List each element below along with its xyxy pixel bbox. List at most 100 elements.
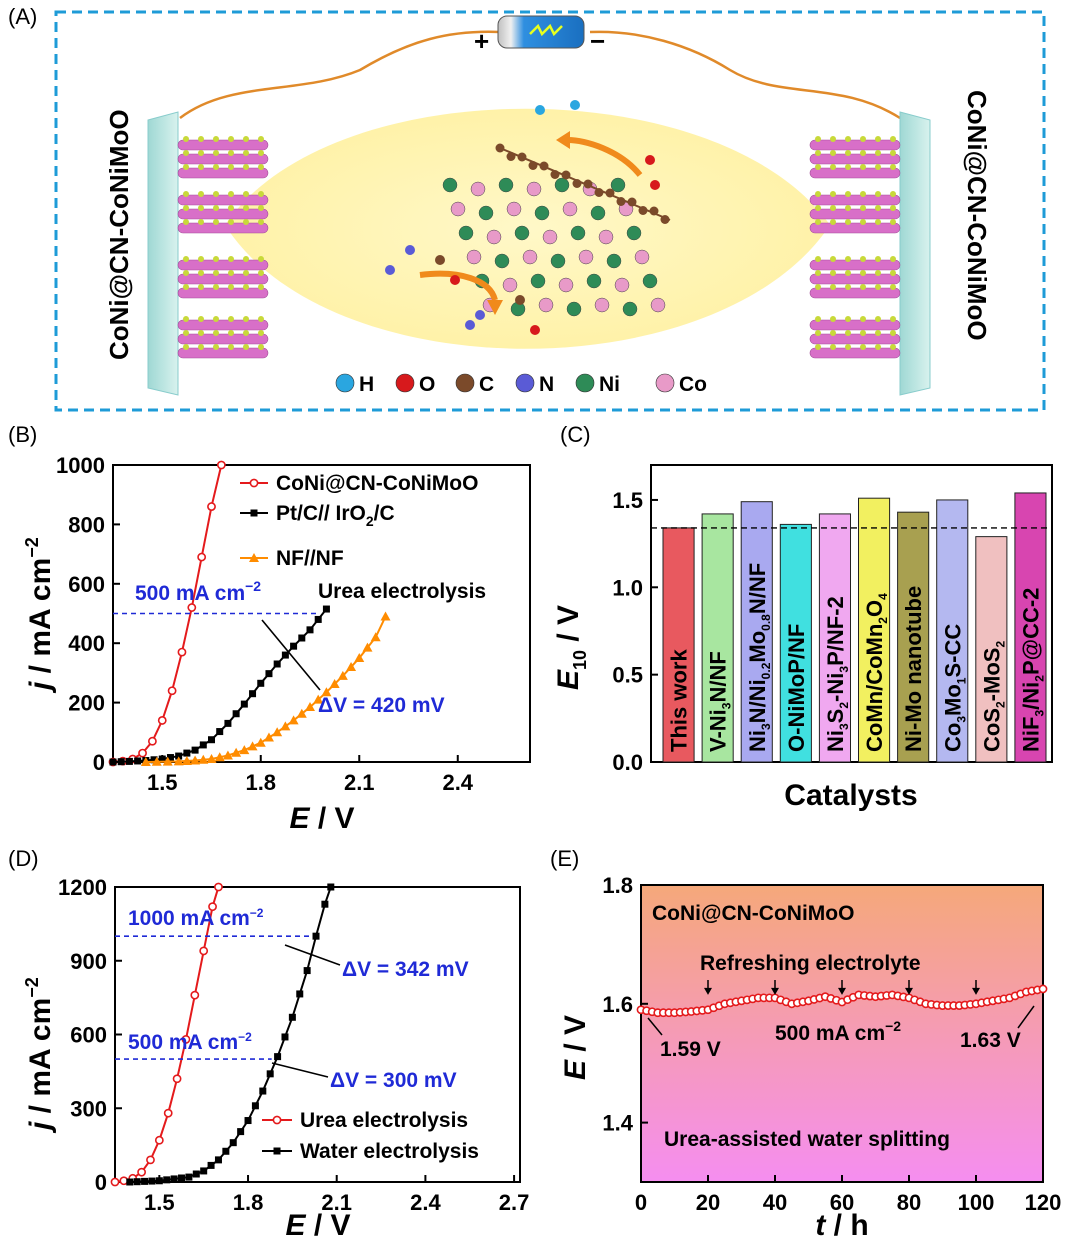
annotation-mode: Urea-assisted water splitting xyxy=(664,1128,950,1151)
data-point xyxy=(197,552,207,562)
nanoparticle xyxy=(815,330,821,336)
nanoparticle xyxy=(890,330,896,336)
y-tick-label: 1.6 xyxy=(602,992,633,1017)
data-point xyxy=(172,1074,182,1084)
nanorod xyxy=(177,259,269,271)
data-point xyxy=(280,721,291,731)
ni-atom xyxy=(478,205,494,221)
bar xyxy=(936,499,969,763)
data-point xyxy=(231,747,242,757)
atom-legend-label: O xyxy=(419,373,435,396)
nanorod xyxy=(177,347,269,359)
y-axis-label: E10 / V xyxy=(552,605,590,690)
data-point xyxy=(362,642,373,652)
nanoparticle xyxy=(890,164,896,170)
refresh-arrowhead xyxy=(771,987,779,995)
data-point xyxy=(240,700,248,708)
x-axis-label-unit: / V xyxy=(306,1209,351,1242)
nanoparticle xyxy=(213,284,219,290)
data-point xyxy=(313,694,324,704)
nanoparticle xyxy=(228,136,234,142)
nanorod xyxy=(809,319,901,331)
nanoparticle xyxy=(860,191,866,197)
data-point xyxy=(191,746,199,754)
data-point xyxy=(187,603,197,612)
y-axis-label-unit: / V xyxy=(559,1015,592,1060)
x-axis-label: E / V xyxy=(285,1209,350,1242)
data-point xyxy=(244,1117,252,1125)
nanoparticle xyxy=(258,136,264,142)
ni-atom xyxy=(570,225,586,241)
bar-label: O-NiMoP/NF xyxy=(784,624,809,752)
y-tick-label: 300 xyxy=(70,1096,107,1121)
co-atom xyxy=(634,249,650,265)
panel-label-b: (B) xyxy=(8,422,37,447)
data-point xyxy=(303,967,311,975)
bar xyxy=(662,527,695,763)
nanoparticle xyxy=(198,344,204,350)
nanoparticle xyxy=(198,164,204,170)
bar-label-part: P/NF-2 xyxy=(823,596,848,666)
nanoparticle xyxy=(243,284,249,290)
nanoparticle xyxy=(243,205,249,211)
nanoparticle xyxy=(198,316,204,322)
annotation-end: 1.63 V xyxy=(960,1029,1021,1052)
data-point xyxy=(263,732,274,742)
nanoparticle xyxy=(213,205,219,211)
y-axis-label: j / mA cm−2 xyxy=(22,977,57,1134)
nanoparticle xyxy=(258,344,264,350)
nanoparticle xyxy=(860,284,866,290)
bar-label-part: 1 xyxy=(954,677,968,684)
bar-label: Ni3N/Ni0.2Mo0.8N/NF xyxy=(745,563,773,752)
x-axis-label: E / V xyxy=(289,802,354,835)
data-point xyxy=(190,755,201,765)
x-tick-label: 2.4 xyxy=(442,770,473,795)
data-point xyxy=(148,1177,156,1185)
data-point xyxy=(288,715,299,725)
nanorod xyxy=(177,319,269,331)
annotation-current-text: 500 mA cm xyxy=(775,1022,885,1045)
nanoparticle xyxy=(183,191,189,197)
data-point xyxy=(208,736,216,744)
data-point xyxy=(157,716,167,725)
bar-label-part: -Ni xyxy=(823,673,848,702)
data-point xyxy=(296,990,304,998)
annotation-pointer xyxy=(284,944,341,966)
annotation-current-sup: −2 xyxy=(245,578,261,594)
x-axis-label-symbol: t xyxy=(815,1209,827,1242)
co-atom xyxy=(502,277,518,293)
bar-label-part: Mo xyxy=(940,684,965,716)
nanoparticle xyxy=(890,136,896,142)
nanoparticle xyxy=(183,270,189,276)
bar-label-part: 3 xyxy=(759,723,773,730)
data-point xyxy=(110,1177,120,1187)
legend-label-text: NF//NF xyxy=(276,547,344,570)
bar-label: Co3Mo1S-CC xyxy=(940,624,968,752)
data-point xyxy=(257,679,265,687)
nanorod xyxy=(177,139,269,151)
x-tick-label: 1.5 xyxy=(147,770,178,795)
legend-label: Urea electrolysis xyxy=(300,1109,468,1132)
data-point xyxy=(255,737,266,747)
x-tick-label: 2.1 xyxy=(344,770,375,795)
nanoparticle xyxy=(198,191,204,197)
bar-label-part: /Ni xyxy=(1018,682,1043,710)
nanoparticle xyxy=(815,164,821,170)
y-axis-label-unit: / mA cm xyxy=(24,558,57,682)
data-point xyxy=(163,1108,173,1118)
co-atom xyxy=(486,229,502,245)
nanorod xyxy=(809,273,901,285)
refresh-arrowhead xyxy=(838,987,846,995)
data-point xyxy=(265,670,273,678)
catalyst-lattice xyxy=(442,177,666,317)
data-point xyxy=(126,1178,134,1186)
x-tick-label: 120 xyxy=(1025,1190,1062,1215)
nanoparticle xyxy=(183,150,189,156)
data-point xyxy=(151,756,162,766)
molecules xyxy=(385,100,660,335)
bar-label-part: 2 xyxy=(993,641,1007,648)
nanoparticle xyxy=(860,150,866,156)
left-wire xyxy=(179,30,501,119)
